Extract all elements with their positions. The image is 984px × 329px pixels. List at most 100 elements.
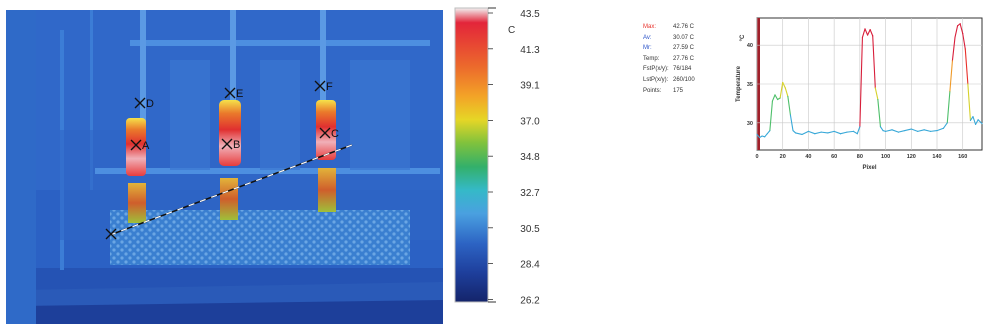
stat-value: 27.76 C — [673, 55, 695, 62]
y-tick-label: 30 — [747, 121, 753, 127]
profile-point — [846, 131, 848, 133]
profile-point — [959, 23, 961, 25]
profile-point — [779, 97, 781, 99]
stat-label: Av: — [643, 34, 652, 41]
stat-value: 76/184 — [673, 66, 692, 73]
stat-label: Temp: — [643, 55, 660, 62]
profile-point — [897, 131, 899, 133]
profile-point — [877, 99, 879, 101]
scale-tick: 41.3 — [488, 45, 540, 56]
profile-segment — [951, 36, 956, 62]
profile-segment — [782, 81, 786, 89]
profile-segment — [949, 60, 953, 93]
scale-tick-label: 28.4 — [520, 260, 540, 271]
profile-point — [967, 83, 969, 85]
profile-segment — [852, 130, 858, 135]
profile-point — [756, 133, 758, 135]
profile-segment — [771, 94, 776, 102]
x-tick-label: 0 — [755, 154, 758, 160]
stat-value: 260/100 — [673, 77, 695, 83]
profile-point — [930, 130, 932, 132]
marker-label: D — [146, 98, 154, 110]
y-axis-label: Temperature — [736, 65, 742, 102]
profile-segment — [784, 87, 789, 97]
scale-tick: 26.2 — [488, 295, 540, 306]
profile-segment — [769, 100, 773, 132]
profile-point — [807, 130, 809, 132]
profile-point — [827, 132, 829, 134]
profile-point — [891, 129, 893, 131]
profile-point — [977, 119, 979, 121]
stat-value: 175 — [673, 87, 684, 94]
profile-point — [801, 133, 803, 135]
profile-point — [859, 126, 861, 128]
stat-label: Max: — [643, 24, 657, 30]
scale-tick: 28.4 — [488, 260, 540, 271]
profile-point — [759, 137, 761, 139]
profile-point — [936, 130, 938, 132]
scale-tick: 30.5 — [488, 224, 540, 235]
profile-segment — [795, 132, 803, 136]
marker-f: F — [314, 80, 333, 93]
profile-point — [951, 60, 953, 62]
x-tick-label: 20 — [780, 154, 786, 160]
scale-tick: 34.8 — [488, 152, 540, 163]
profile-segment — [801, 130, 809, 136]
profile-point — [910, 128, 912, 130]
profile-point — [885, 130, 887, 132]
profile-segment — [972, 116, 977, 125]
profile-point — [904, 130, 906, 132]
profile-segment — [877, 98, 881, 128]
color-scale: 43.5 41.3 39.1 37.0 34.8 32.7 30.5 28.4 26.2 C — [454, 7, 540, 306]
profile-point — [975, 123, 977, 125]
profile-point — [872, 35, 874, 37]
x-tick-label: 60 — [831, 154, 837, 160]
scale-tick-label: 34.8 — [520, 152, 540, 163]
profile-segment — [964, 48, 969, 85]
profile-point — [774, 94, 776, 96]
scale-tick-label: 41.3 — [520, 45, 540, 56]
profile-segment — [856, 126, 861, 135]
profile-point — [789, 114, 791, 116]
profile-point — [771, 100, 773, 102]
thermal-figure: D E F A B C 43.5 41.3 39.1 37.0 34.8 32.7 30.5 28.4 2… — [6, 7, 541, 324]
scale-tick-label: 39.1 — [520, 81, 540, 92]
profile-segment — [962, 32, 966, 50]
scale-tick: 37.0 — [488, 116, 540, 127]
profile-segment — [879, 126, 884, 132]
marker-c: C — [319, 127, 339, 140]
marker-e: E — [224, 87, 243, 100]
profile-point — [852, 130, 854, 132]
profile-point — [879, 126, 881, 128]
x-tick-label: 80 — [857, 154, 863, 160]
profile-point — [972, 116, 974, 118]
profile-point — [861, 36, 863, 38]
profile-segment — [861, 28, 866, 38]
profile-point — [957, 25, 959, 27]
marker-label: A — [142, 140, 150, 152]
profile-segment — [954, 25, 959, 38]
profile-segment — [959, 23, 964, 35]
profile-segment — [897, 130, 906, 133]
profile-segment — [967, 83, 971, 122]
y-tick-label: 40 — [747, 43, 753, 49]
x-tick-label: 120 — [907, 154, 916, 160]
profile-chart: 0 20 40 60 80 100 120 140 160 30 35 40 Pixel Temper… — [736, 17, 983, 171]
profile-segment — [891, 129, 899, 133]
x-tick-label: 140 — [932, 154, 941, 160]
profile-point — [856, 133, 858, 135]
marker-layer: D E F A B C — [130, 80, 339, 152]
profile-point — [784, 87, 786, 89]
stat-value: 27.59 C — [673, 45, 695, 52]
scale-tick-label: 43.5 — [520, 9, 540, 20]
profile-point — [769, 130, 771, 132]
profile-point — [946, 122, 948, 124]
scale-unit: C — [508, 25, 515, 36]
profile-segment — [869, 29, 874, 37]
profile-point — [761, 135, 763, 137]
profile-segment — [946, 91, 951, 124]
profile-segment — [827, 130, 835, 134]
profile-segment — [969, 116, 974, 122]
profile-segment — [975, 119, 979, 125]
profile-segment — [872, 35, 876, 89]
